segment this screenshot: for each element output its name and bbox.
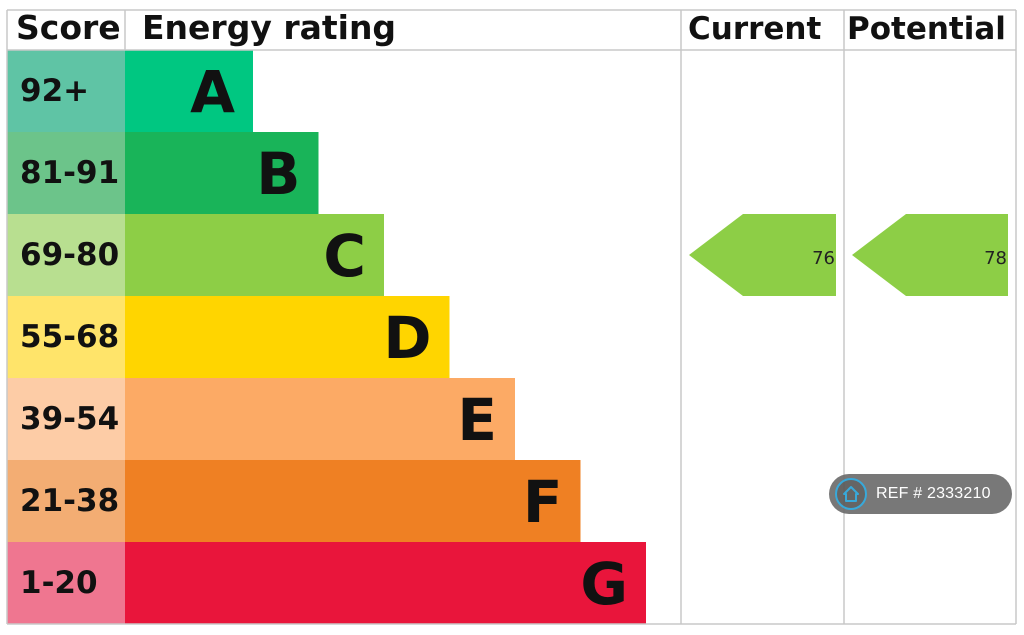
band-letter: B [256,140,300,208]
rating-bar [125,214,384,296]
score-cell [7,132,125,214]
score-cell [7,50,125,132]
band-f: 21-38 F [7,460,581,542]
score-cell [7,542,125,624]
band-a: 92+ A [7,50,253,132]
arrows-layer: 76 78 [689,214,1008,296]
band-letter: C [323,222,366,290]
score-range-label: 69-80 [20,237,119,273]
potential-arrow-shape [852,214,1008,296]
bands-layer: 92+ A 81-91 B 69-80 C 55-68 D 39-54 E 21-38 F 1-20 G [7,50,646,624]
band-letter: D [383,304,431,372]
rating-bar [125,132,319,214]
score-range-label: 39-54 [20,401,119,437]
band-c: 69-80 C [7,214,384,296]
band-b: 81-91 B [7,132,319,214]
header-row: Score Energy rating Current Potential [16,8,1006,47]
grid-lines [6,9,1017,625]
energy-rating-header: Energy rating [142,8,396,47]
score-cell [7,296,125,378]
band-g: 1-20 G [7,542,646,624]
rating-bar [125,296,450,378]
score-range-label: 92+ [20,73,89,109]
rating-bar [125,50,253,132]
reference-badge: REF # 2333210 [829,474,1012,514]
band-letter: F [523,468,563,536]
rating-bar [125,460,581,542]
potential-header: Potential [847,11,1006,47]
score-header: Score [16,8,121,47]
potential-value: 78 [984,248,1007,269]
score-cell [7,460,125,542]
current-arrow-shape [689,214,836,296]
rating-bar [125,542,646,624]
current-header: Current [688,11,821,47]
potential-rating-arrow: 78 [852,214,1008,296]
rating-bar [125,378,515,460]
score-cell [7,214,125,296]
band-letter: E [457,386,497,454]
band-e: 39-54 E [7,378,515,460]
current-value: 76 [812,248,835,269]
score-range-label: 1-20 [20,565,98,601]
house-icon [835,478,867,510]
current-rating-arrow: 76 [689,214,836,296]
score-range-label: 55-68 [20,319,119,355]
score-cell [7,378,125,460]
score-range-label: 21-38 [20,483,119,519]
band-letter: A [190,58,235,126]
reference-number: REF # 2333210 [876,485,991,502]
band-d: 55-68 D [7,296,450,378]
band-letter: G [580,550,628,618]
score-range-label: 81-91 [20,155,119,191]
